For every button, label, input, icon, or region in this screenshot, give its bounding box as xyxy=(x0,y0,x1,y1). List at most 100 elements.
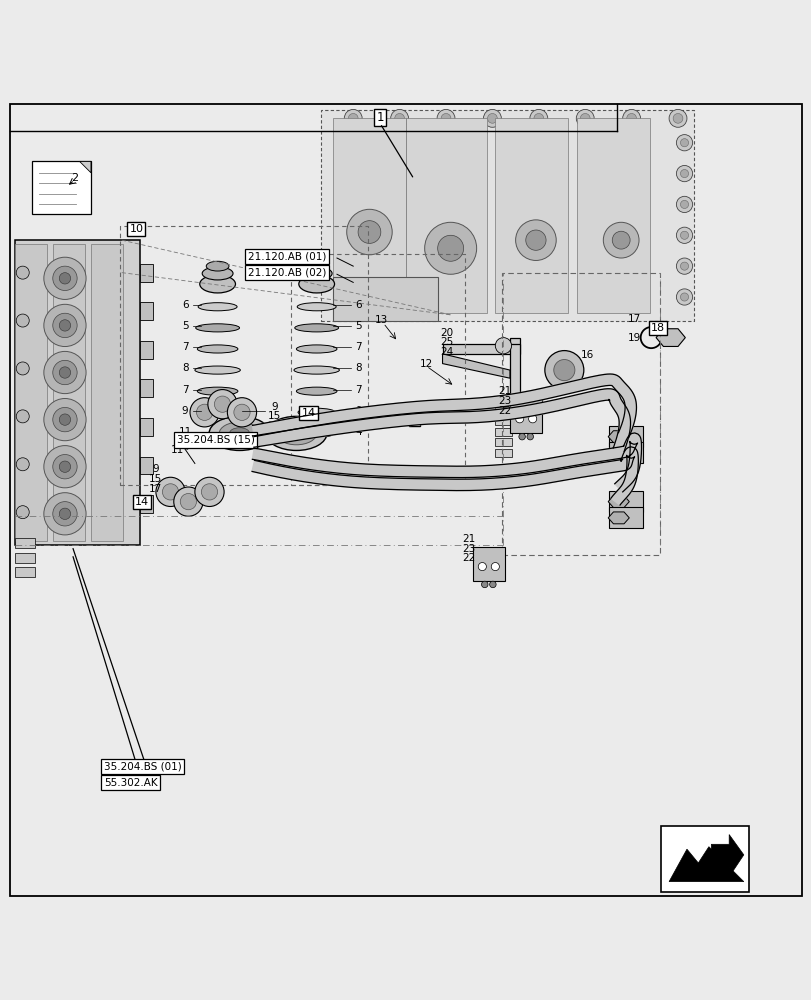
Circle shape xyxy=(59,367,71,378)
Circle shape xyxy=(358,221,380,243)
Bar xyxy=(140,264,153,282)
Bar xyxy=(495,417,511,425)
Bar xyxy=(140,379,153,397)
Polygon shape xyxy=(252,433,641,492)
Circle shape xyxy=(668,109,686,127)
Bar xyxy=(32,161,91,214)
Ellipse shape xyxy=(229,428,249,439)
Ellipse shape xyxy=(298,408,335,416)
Circle shape xyxy=(603,222,638,258)
Text: 17: 17 xyxy=(628,314,641,324)
Circle shape xyxy=(53,407,77,432)
Ellipse shape xyxy=(298,275,334,293)
Circle shape xyxy=(53,266,77,291)
Circle shape xyxy=(390,109,408,127)
Ellipse shape xyxy=(296,345,337,353)
Circle shape xyxy=(44,446,86,488)
Circle shape xyxy=(528,415,536,423)
Circle shape xyxy=(676,165,692,182)
Circle shape xyxy=(44,257,86,299)
Bar xyxy=(495,407,511,415)
Text: 11: 11 xyxy=(170,445,183,455)
Text: 20: 20 xyxy=(440,328,453,338)
Text: 15: 15 xyxy=(149,474,162,484)
Bar xyxy=(15,553,35,563)
Text: 23: 23 xyxy=(498,396,511,406)
Circle shape xyxy=(611,231,629,249)
Bar xyxy=(472,547,504,581)
Circle shape xyxy=(394,113,404,123)
Bar xyxy=(660,826,748,892)
Circle shape xyxy=(156,477,185,506)
Polygon shape xyxy=(79,161,91,173)
Circle shape xyxy=(487,113,496,123)
Bar xyxy=(140,418,153,436)
Text: 19: 19 xyxy=(628,333,641,343)
Polygon shape xyxy=(252,389,630,451)
Bar xyxy=(15,567,35,577)
Circle shape xyxy=(544,351,583,390)
Text: 8: 8 xyxy=(182,363,188,373)
Circle shape xyxy=(44,398,86,441)
Text: 9: 9 xyxy=(152,464,159,474)
Circle shape xyxy=(481,581,487,588)
Bar xyxy=(15,244,47,541)
Circle shape xyxy=(180,494,196,510)
Text: 2: 2 xyxy=(71,173,78,183)
Circle shape xyxy=(526,433,533,440)
Ellipse shape xyxy=(202,267,233,280)
Circle shape xyxy=(208,390,237,419)
Ellipse shape xyxy=(208,416,269,450)
Text: 5: 5 xyxy=(355,321,362,331)
Text: 17: 17 xyxy=(149,484,162,494)
Circle shape xyxy=(162,484,178,500)
Circle shape xyxy=(53,360,77,385)
Bar xyxy=(290,254,465,485)
Circle shape xyxy=(344,109,362,127)
Text: 10: 10 xyxy=(129,224,144,234)
Circle shape xyxy=(680,200,688,208)
Text: 22: 22 xyxy=(462,553,475,563)
Circle shape xyxy=(59,320,71,331)
Circle shape xyxy=(515,220,556,260)
Text: 17: 17 xyxy=(268,421,281,431)
Ellipse shape xyxy=(305,261,328,271)
Circle shape xyxy=(44,351,86,394)
Text: 14: 14 xyxy=(301,408,315,418)
Circle shape xyxy=(16,506,29,519)
Text: 6: 6 xyxy=(182,300,188,310)
Bar xyxy=(608,426,642,447)
Text: 7: 7 xyxy=(355,385,362,395)
Circle shape xyxy=(622,109,640,127)
Bar xyxy=(495,396,511,404)
Circle shape xyxy=(16,410,29,423)
Text: 9: 9 xyxy=(271,402,277,412)
Text: 8: 8 xyxy=(355,363,362,373)
Ellipse shape xyxy=(276,422,316,445)
Circle shape xyxy=(626,113,636,123)
Ellipse shape xyxy=(297,303,336,311)
Ellipse shape xyxy=(195,324,239,332)
Circle shape xyxy=(676,135,692,151)
Circle shape xyxy=(518,433,525,440)
Circle shape xyxy=(576,109,594,127)
Text: 16: 16 xyxy=(581,350,594,360)
Circle shape xyxy=(534,113,543,123)
Bar xyxy=(608,507,642,528)
Bar xyxy=(501,273,659,555)
Circle shape xyxy=(59,414,71,425)
Ellipse shape xyxy=(200,275,235,293)
Ellipse shape xyxy=(301,267,332,280)
Polygon shape xyxy=(607,496,629,508)
Circle shape xyxy=(495,338,511,354)
Bar xyxy=(140,457,153,474)
Circle shape xyxy=(16,362,29,375)
Polygon shape xyxy=(442,354,509,378)
Ellipse shape xyxy=(294,324,338,332)
Circle shape xyxy=(234,404,250,420)
Circle shape xyxy=(491,563,499,571)
Polygon shape xyxy=(509,344,519,403)
Polygon shape xyxy=(442,338,519,354)
Circle shape xyxy=(59,461,71,472)
Ellipse shape xyxy=(197,387,238,395)
